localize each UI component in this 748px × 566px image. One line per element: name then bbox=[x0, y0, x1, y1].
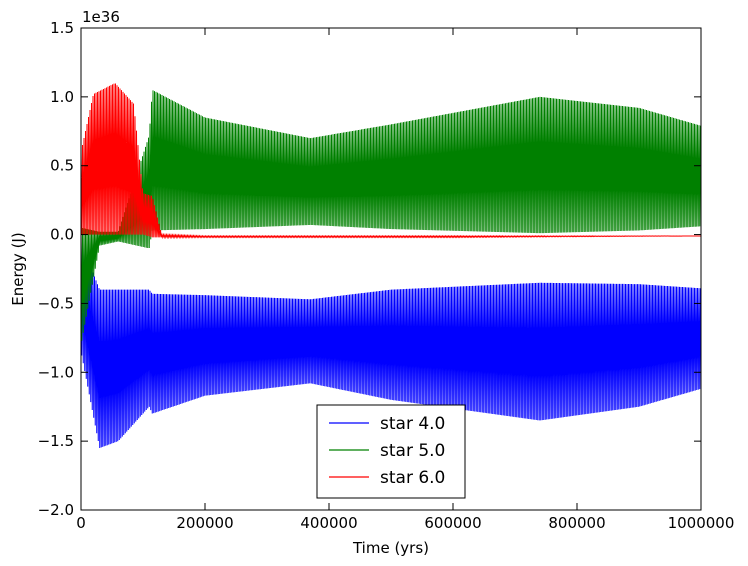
series-line-star-6-0 bbox=[81, 83, 701, 240]
legend-label: star 5.0 bbox=[380, 441, 445, 461]
legend-label: star 4.0 bbox=[380, 414, 445, 434]
y-tick-label: −2.0 bbox=[38, 501, 74, 519]
series-line-star-5-0 bbox=[81, 90, 701, 341]
y-tick-label: −1.0 bbox=[38, 363, 74, 381]
x-axis-label: Time (yrs) bbox=[352, 539, 429, 557]
y-offset-label: 1e36 bbox=[82, 8, 120, 26]
y-tick-label: 1.0 bbox=[50, 88, 74, 106]
legend: star 4.0 star 5.0 star 6.0 bbox=[316, 404, 466, 499]
y-tick-label: 1.5 bbox=[50, 19, 74, 37]
y-tick-label: 0.0 bbox=[50, 226, 74, 244]
series-line-star-4-0 bbox=[81, 241, 701, 448]
y-tick-label: −0.5 bbox=[38, 294, 74, 312]
x-tick-label: 800000 bbox=[548, 514, 605, 532]
x-tick-label: 1000000 bbox=[668, 514, 735, 532]
x-tick-label: 0 bbox=[76, 514, 86, 532]
ticks-layer: 0 200000 400000 600000 800000 1000000 −2.0 −1.5… bbox=[38, 19, 735, 532]
x-tick-label: 400000 bbox=[300, 514, 357, 532]
y-axis-label: Energy (J) bbox=[9, 232, 27, 305]
legend-box bbox=[316, 404, 466, 499]
plot-frame bbox=[80, 27, 702, 511]
series-layer bbox=[81, 83, 701, 448]
x-tick-label: 200000 bbox=[176, 514, 233, 532]
y-tick-label: −1.5 bbox=[38, 432, 74, 450]
y-tick-label: 0.5 bbox=[50, 157, 74, 175]
legend-label: star 6.0 bbox=[380, 468, 445, 488]
x-tick-label: 600000 bbox=[424, 514, 481, 532]
